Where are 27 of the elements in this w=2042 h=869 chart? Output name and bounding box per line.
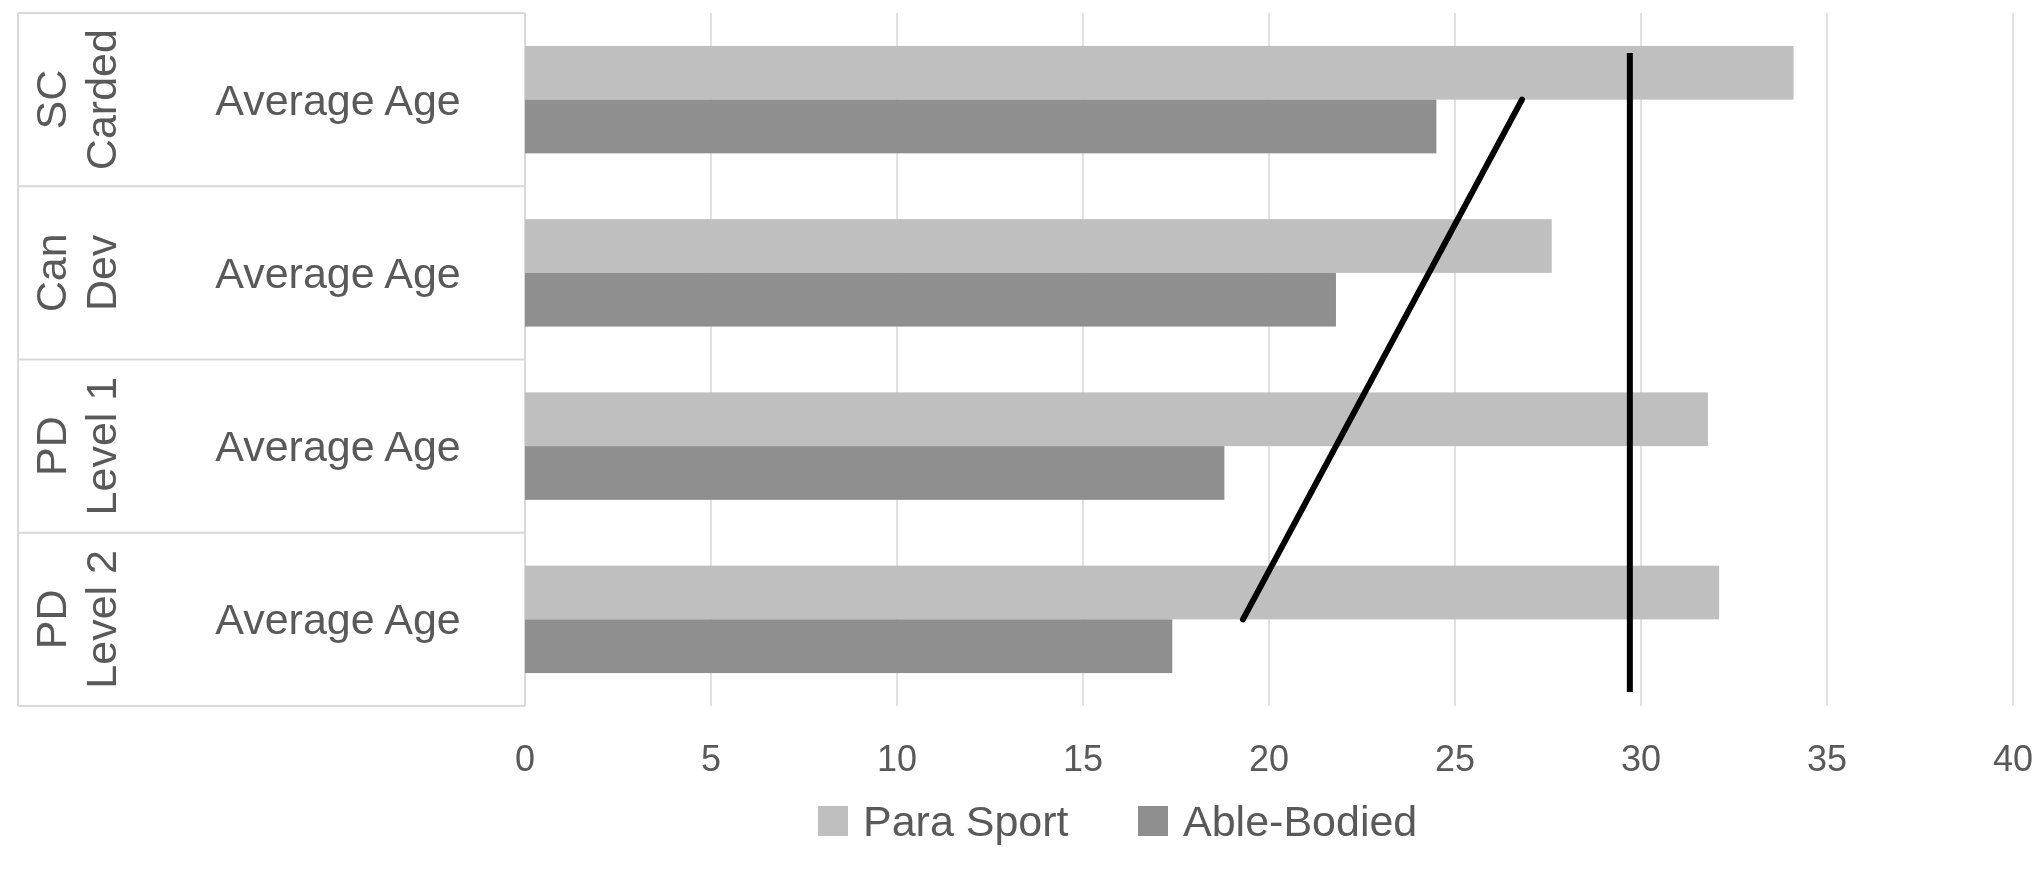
x-tick-label: 0	[514, 738, 536, 779]
bar	[525, 99, 1437, 154]
y-tick-label: Average Age	[215, 422, 461, 471]
bar	[525, 272, 1336, 327]
x-tick-label: 25	[1434, 738, 1476, 779]
x-tick-label: 5	[700, 738, 722, 779]
text: SC Carded	[27, 29, 126, 171]
y-tick-label: Average Age	[215, 75, 461, 124]
text: Can Dev	[27, 233, 126, 313]
x-tick-label: 35	[1806, 738, 1848, 779]
x-tick-label: 15	[1062, 738, 1104, 779]
y-tick-label: Average Age	[215, 595, 461, 644]
bar	[525, 619, 1173, 674]
x-tick-label: 10	[876, 738, 918, 779]
x-tick-label: 40	[1992, 738, 2034, 779]
text: PD Level 2	[27, 550, 126, 689]
legend-label: Able-Bodied	[1183, 797, 1418, 846]
bar	[525, 446, 1225, 500]
bar	[525, 392, 1708, 447]
x-tick-label: 20	[1248, 738, 1290, 779]
x-tick-label: 30	[1620, 738, 1662, 779]
bar	[525, 45, 1794, 100]
y-tick-label: Average Age	[215, 248, 461, 297]
text: PD Level 1	[27, 376, 126, 516]
bar	[525, 565, 1720, 620]
legend-label: Para Sport	[863, 797, 1069, 846]
bar	[525, 219, 1552, 273]
